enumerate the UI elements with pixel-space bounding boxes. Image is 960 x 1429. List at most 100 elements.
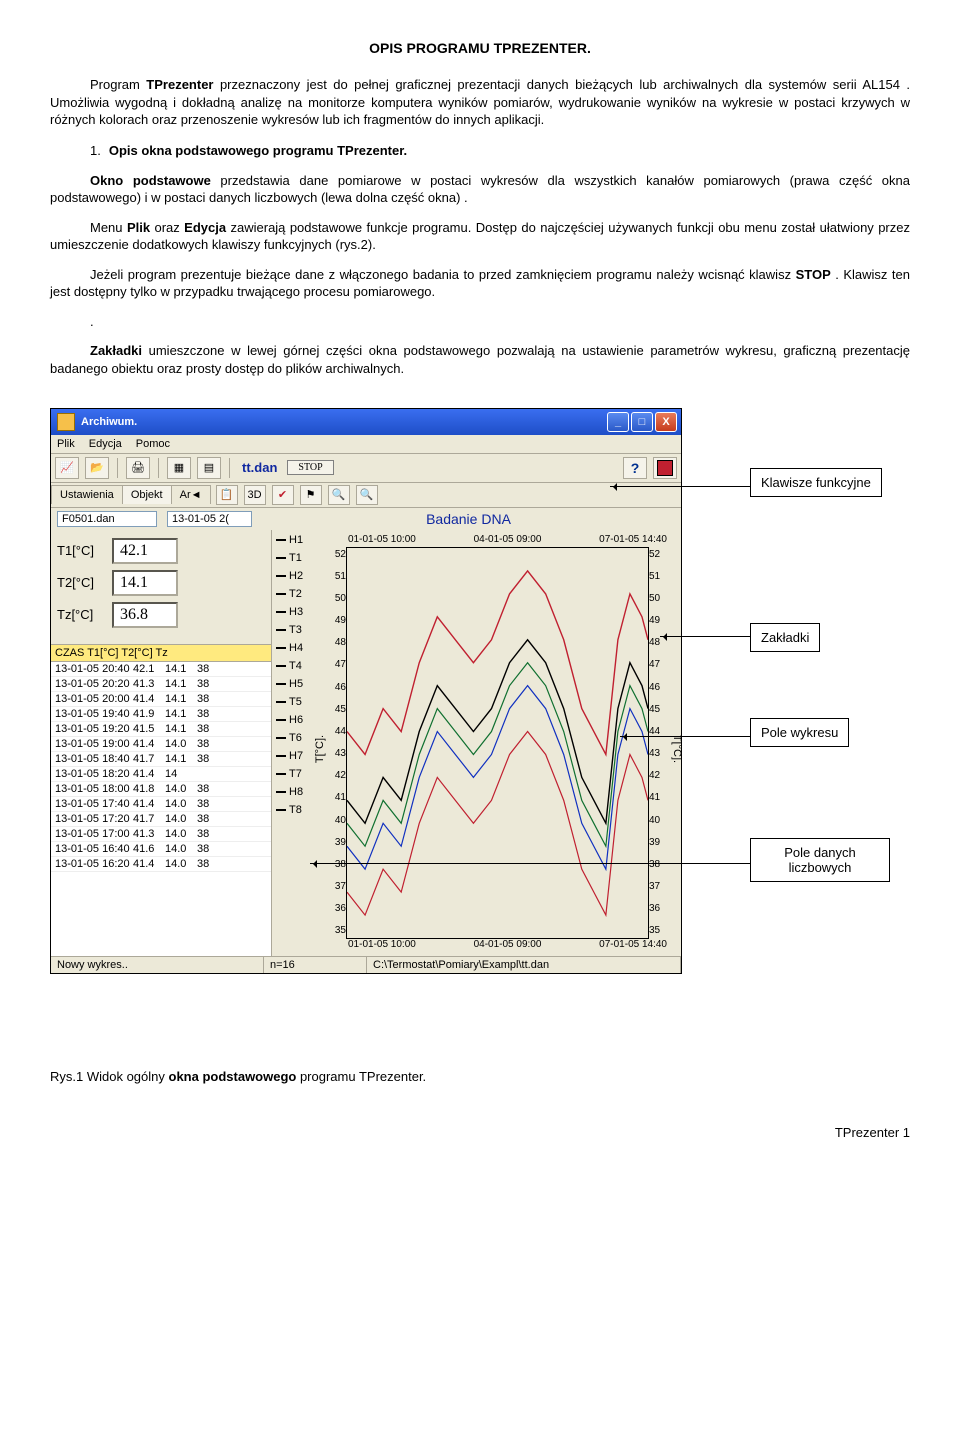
readouts: T1[°C]42.1 T2[°C]14.1 Tz[°C]36.8 <box>51 530 271 644</box>
legend-item: T4 <box>276 660 318 672</box>
p3-d: Edycja <box>184 220 226 235</box>
filename-label: tt.dan <box>242 460 277 475</box>
ytick: 36 <box>322 903 346 914</box>
tool-grid1-icon[interactable]: ▦ <box>167 457 191 479</box>
table-row[interactable]: 13-01-05 19:0041.414.038 <box>51 737 271 752</box>
paragraph-6: Zakładki umieszczone w lewej górnej częś… <box>50 342 910 377</box>
ytick: 52 <box>649 549 673 560</box>
paragraph-2: Okno podstawowe przedstawia dane pomiaro… <box>50 172 910 207</box>
ytick: 51 <box>322 571 346 582</box>
xtick-0: 01-01-05 10:00 <box>348 534 416 545</box>
table-row[interactable]: 13-01-05 18:0041.814.038 <box>51 782 271 797</box>
check-icon[interactable]: ✔ <box>272 485 294 505</box>
legend-item: T5 <box>276 696 318 708</box>
doc-title: OPIS PROGRAMU TPREZENTER. <box>50 40 910 56</box>
chart-title: Badanie DNA <box>262 511 675 527</box>
legend-item: T2 <box>276 588 318 600</box>
table-row[interactable]: 13-01-05 17:2041.714.038 <box>51 812 271 827</box>
menu-edycja[interactable]: Edycja <box>89 438 122 450</box>
table-row[interactable]: 13-01-05 19:4041.914.138 <box>51 707 271 722</box>
zoomout-icon[interactable]: 🔍 <box>328 485 350 505</box>
paragraph-4: Jeżeli program prezentuje bieżące dane z… <box>50 266 910 301</box>
tool-grid2-icon[interactable]: ▤ <box>197 457 221 479</box>
legend-item: T7 <box>276 768 318 780</box>
titlebar[interactable]: Archiwum. _ □ X <box>51 409 681 435</box>
plot-area[interactable] <box>346 547 649 939</box>
table-row[interactable]: 13-01-05 20:2041.314.138 <box>51 677 271 692</box>
p6-b: umieszczone w lewej górnej części okna p… <box>50 343 910 376</box>
save-icon[interactable] <box>653 457 677 479</box>
callout-pole-wykresu: Pole wykresu <box>750 718 849 747</box>
ytick: 40 <box>322 815 346 826</box>
help-icon[interactable]: ? <box>623 457 647 479</box>
table-row[interactable]: 13-01-05 16:2041.414.038 <box>51 857 271 872</box>
tool-chart-icon[interactable]: 📈 <box>55 457 79 479</box>
window-title: Archiwum. <box>81 416 137 428</box>
paragraph-5: . <box>50 313 910 331</box>
tab-ustawienia[interactable]: Ustawienia <box>51 485 123 504</box>
flag-icon[interactable]: ⚑ <box>300 485 322 505</box>
readout-label: Tz[°C] <box>57 607 112 622</box>
table-row[interactable]: 13-01-05 19:2041.514.138 <box>51 722 271 737</box>
tool-open-icon[interactable]: 📂 <box>85 457 109 479</box>
legend-item: H3 <box>276 606 318 618</box>
statusbar: Nowy wykres.. n=16 C:\Termostat\Pomiary\… <box>51 956 681 973</box>
zoomin-icon[interactable]: 🔍 <box>356 485 378 505</box>
x-axis-top: 01-01-05 10:00 04-01-05 09:00 07-01-05 1… <box>320 534 675 547</box>
p6-a: Zakładki <box>90 343 142 358</box>
left-column: T1[°C]42.1 T2[°C]14.1 Tz[°C]36.8 CZAS T1[°… <box>51 530 272 956</box>
table-row[interactable]: 13-01-05 17:0041.314.038 <box>51 827 271 842</box>
ytick: 52 <box>322 549 346 560</box>
ytick: 50 <box>649 593 673 604</box>
legend-item: T1 <box>276 552 318 564</box>
table-row[interactable]: 13-01-05 20:4042.114.138 <box>51 662 271 677</box>
minimize-button[interactable]: _ <box>607 412 629 432</box>
plot-svg <box>347 548 648 938</box>
p4-a: Jeżeli program prezentuje bieżące dane z… <box>90 267 796 282</box>
menu-pomoc[interactable]: Pomoc <box>136 438 170 450</box>
status-2: n=16 <box>264 957 367 973</box>
readout-value: 36.8 <box>112 602 178 628</box>
ytick: 47 <box>649 659 673 670</box>
table-row[interactable]: 13-01-05 17:4041.414.038 <box>51 797 271 812</box>
close-button[interactable]: X <box>655 412 677 432</box>
table-row[interactable]: 13-01-05 18:2041.414 <box>51 767 271 782</box>
legend-item: H8 <box>276 786 318 798</box>
section-heading: 1.Opis okna podstawowego programu TPreze… <box>90 143 910 158</box>
table-row[interactable]: 13-01-05 16:4041.614.038 <box>51 842 271 857</box>
menubar: Plik Edycja Pomoc <box>51 435 681 454</box>
copy-icon[interactable]: 📋 <box>216 485 238 505</box>
arrow-1 <box>610 486 750 487</box>
caption-bold: okna podstawowego <box>169 1069 297 1084</box>
date-input[interactable]: 13-01-05 2( <box>167 511 252 527</box>
table-row[interactable]: 13-01-05 20:0041.414.138 <box>51 692 271 707</box>
ytick: 43 <box>649 748 673 759</box>
callouts: Klawisze funkcyjne Zakładki Pole wykresu… <box>690 408 890 1048</box>
figure-caption: Rys.1 Widok ogólny okna podstawowego pro… <box>50 1068 910 1086</box>
legend-item: H2 <box>276 570 318 582</box>
file-input[interactable]: F0501.dan <box>57 511 157 527</box>
tab-ar[interactable]: Ar◄ <box>171 485 211 504</box>
table-row[interactable]: 13-01-05 18:4041.714.138 <box>51 752 271 767</box>
legend-item: T6 <box>276 732 318 744</box>
ytick: 35 <box>322 925 346 936</box>
toolbar: 📈 📂 🖨 ▦ ▤ tt.dan STOP ? <box>51 454 681 483</box>
xtick-1: 04-01-05 09:00 <box>474 534 542 545</box>
ytick: 39 <box>322 837 346 848</box>
data-table: 13-01-05 20:4042.114.13813-01-05 20:2041… <box>51 662 271 956</box>
table-header: CZAS T1[°C] T2[°C] Tz <box>51 644 271 662</box>
3d-button[interactable]: 3D <box>244 485 266 505</box>
legend-item: T8 <box>276 804 318 816</box>
tab-objekt[interactable]: Objekt <box>122 485 172 504</box>
p3-a: Menu <box>90 220 127 235</box>
ytick: 40 <box>649 815 673 826</box>
ytick: 51 <box>649 571 673 582</box>
tool-print-icon[interactable]: 🖨 <box>126 457 150 479</box>
readout-value: 14.1 <box>112 570 178 596</box>
stop-button[interactable]: STOP <box>287 460 333 475</box>
menu-plik[interactable]: Plik <box>57 438 75 450</box>
status-3: C:\Termostat\Pomiary\Exampl\tt.dan <box>367 957 681 973</box>
readout-row: T1[°C]42.1 <box>57 538 265 564</box>
readout-row: T2[°C]14.1 <box>57 570 265 596</box>
maximize-button[interactable]: □ <box>631 412 653 432</box>
